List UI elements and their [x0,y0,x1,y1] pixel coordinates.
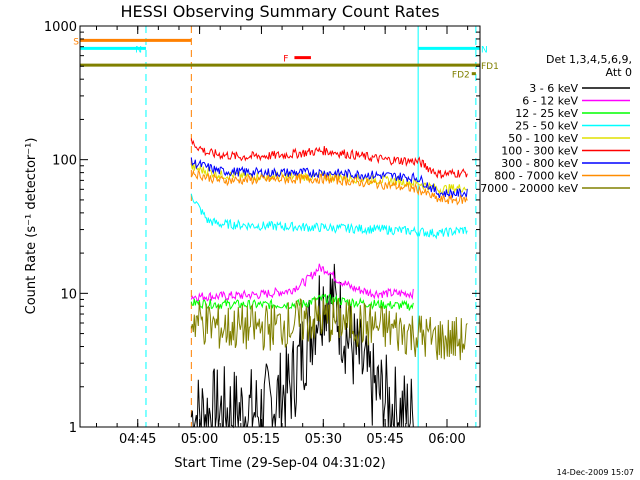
series-line [190,263,414,429]
legend-label: 800 - 7000 keV [494,170,578,183]
series-line [190,169,468,206]
legend-subtitle: Att 0 [606,66,632,79]
series-line [190,263,414,302]
flag-label: N [481,45,488,55]
legend-label: 3 - 6 keV [529,82,578,95]
footer-date: 14-Dec-2009 15:07 [557,468,634,477]
flag-label: S [73,37,79,47]
series-line [190,193,468,240]
series-line [190,162,468,195]
legend-label: 6 - 12 keV [522,95,578,108]
x-tick-label: 05:00 [181,432,218,447]
flag-label: FD1 [481,62,499,72]
x-axis-ticks: 04:45 05:00 05:15 05:30 05:45 06:00 [95,26,469,447]
x-axis-label: Start Time (29-Sep-04 04:31:02) [174,456,385,471]
series-lines [190,138,468,429]
legend-label: 50 - 100 keV [508,132,578,145]
chart-title: HESSI Observing Summary Count Rates [120,2,439,21]
y-tick-label: 1000 [44,20,77,35]
y-tick-label: 10 [60,287,77,302]
y-tick-label: 1 [69,421,77,436]
x-tick-label: 05:45 [366,432,403,447]
legend-label: 100 - 300 keV [501,145,578,158]
y-axis-ticks: 1 10 100 1000 [44,20,480,436]
legend-label: 25 - 50 keV [515,120,578,133]
legend-title: Det 1,3,4,5,6,9, [546,53,632,66]
legend-label: 12 - 25 keV [515,107,578,120]
flag-label: N [135,45,142,55]
series-line [190,297,468,361]
y-axis-label: Count Rate (s⁻¹ detector⁻¹) [24,138,39,315]
x-tick-label: 05:30 [305,432,342,447]
flag-label: FD2 [452,71,470,81]
series-line [190,138,468,179]
vertical-markers [145,26,477,427]
flag-label: F [283,55,288,65]
x-tick-label: 05:15 [243,432,280,447]
flag-bars: S N N FD1 FD2 F [73,37,499,80]
x-tick-label: 06:00 [428,432,465,447]
y-tick-label: 100 [52,154,77,169]
series-line [190,293,414,311]
legend-label: 7000 - 20000 keV [480,182,578,195]
plot-frame [79,25,481,428]
x-tick-label: 04:45 [119,432,156,447]
series-line [190,157,468,199]
legend-label: 300 - 800 keV [501,157,578,170]
